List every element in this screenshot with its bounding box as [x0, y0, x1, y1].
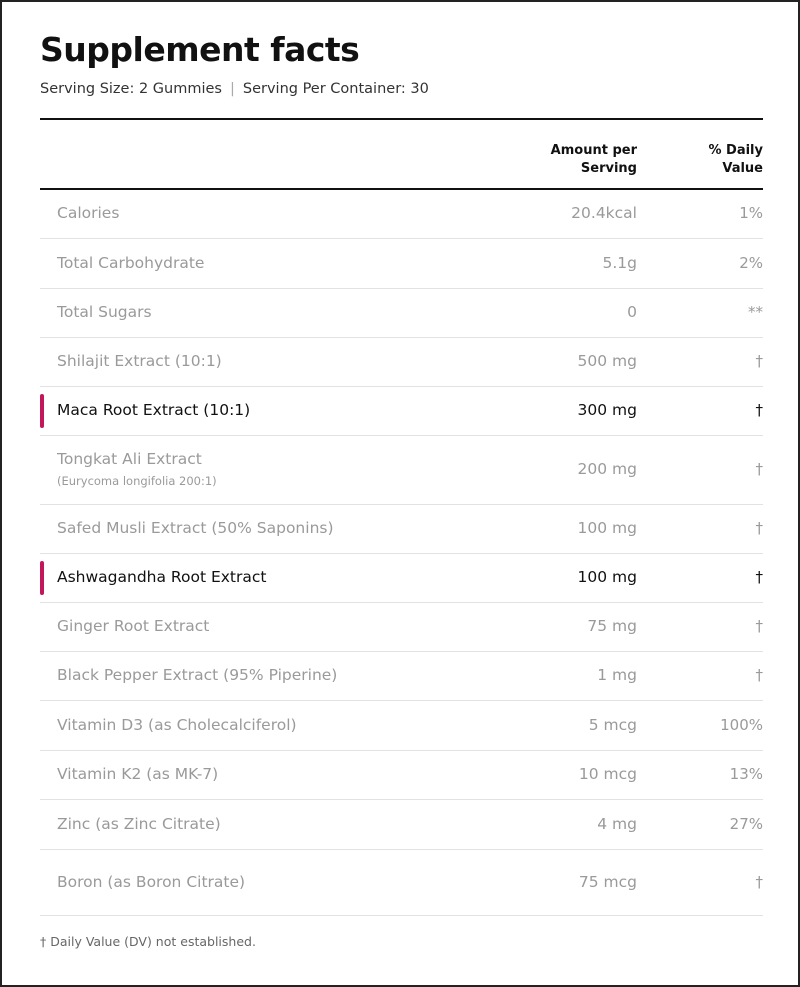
- nutrient-name: Vitamin D3 (as Cholecalciferol): [57, 716, 297, 734]
- nutrient-table: Calories 20.4kcal 1% Total Carbohydrate 5.1g…: [40, 190, 763, 916]
- daily-value: †: [755, 401, 764, 419]
- amount-per-serving: 75 mcg: [578, 873, 637, 891]
- table-row: Total Carbohydrate 5.1g 2%: [40, 239, 763, 289]
- highlight-marker: [40, 561, 44, 595]
- amount-per-serving: 5.1g: [602, 254, 638, 272]
- amount-per-serving: 100 mg: [577, 519, 637, 537]
- nutrient-name: Shilajit Extract (10:1): [57, 352, 222, 370]
- daily-value: †: [755, 873, 764, 891]
- amount-per-serving: 300 mg: [577, 401, 637, 419]
- nutrient-name: Black Pepper Extract (95% Piperine): [57, 666, 338, 684]
- amount-column-header: Amount per Serving: [527, 142, 637, 178]
- top-rule: [40, 118, 763, 120]
- serving-info: Serving Size: 2 Gummies | Serving Per Cont…: [40, 81, 429, 97]
- daily-value: 1%: [739, 204, 763, 222]
- table-row: Vitamin D3 (as Cholecalciferol) 5 mcg 100%: [40, 701, 763, 751]
- nutrient-name: Total Carbohydrate: [57, 254, 205, 272]
- amount-per-serving: 200 mg: [577, 460, 637, 478]
- nutrient-name: Safed Musli Extract (50% Saponins): [57, 519, 334, 537]
- nutrient-name: Tongkat Ali Extract: [57, 450, 202, 468]
- amount-header-line2: Serving: [580, 161, 637, 176]
- table-row: Shilajit Extract (10:1) 500 mg †: [40, 338, 763, 387]
- daily-value: †: [755, 568, 764, 586]
- daily-value: 2%: [739, 254, 763, 272]
- daily-value: †: [755, 617, 764, 635]
- daily-value: †: [755, 460, 764, 478]
- nutrient-subtitle: (Eurycoma longifolia 200:1): [57, 474, 217, 488]
- daily-value: 27%: [729, 815, 763, 833]
- amount-per-serving: 1 mg: [597, 666, 637, 684]
- nutrient-name: Ashwagandha Root Extract: [57, 568, 267, 586]
- servings-per-container: Serving Per Container: 30: [242, 81, 429, 97]
- daily-value: †: [755, 352, 764, 370]
- table-row: Black Pepper Extract (95% Piperine) 1 mg †: [40, 652, 763, 701]
- highlight-marker: [40, 394, 44, 428]
- table-row: Vitamin K2 (as MK-7) 10 mcg 13%: [40, 751, 763, 800]
- amount-per-serving: 20.4kcal: [571, 204, 637, 222]
- daily-value: †: [755, 519, 764, 537]
- nutrient-name: Total Sugars: [57, 303, 152, 321]
- table-row: Safed Musli Extract (50% Saponins) 100 mg…: [40, 505, 763, 554]
- serving-size: Serving Size: 2 Gummies: [40, 81, 222, 97]
- amount-header-line1: Amount per: [550, 143, 637, 158]
- nutrient-name: Calories: [57, 204, 120, 222]
- nutrient-name: Maca Root Extract (10:1): [57, 401, 251, 419]
- table-row: Ginger Root Extract 75 mg †: [40, 603, 763, 652]
- daily-value: †: [755, 666, 764, 684]
- header-rule: [40, 188, 763, 190]
- amount-per-serving: 500 mg: [577, 352, 637, 370]
- daily-value-column-header: % Daily Value: [683, 142, 763, 178]
- page-title: Supplement facts: [40, 30, 360, 69]
- serving-separator: |: [229, 81, 235, 97]
- table-row: Ashwagandha Root Extract 100 mg †: [40, 554, 763, 603]
- daily-value: 13%: [729, 765, 763, 783]
- dv-header-line2: Value: [722, 161, 763, 176]
- amount-per-serving: 4 mg: [597, 815, 637, 833]
- footnote: † Daily Value (DV) not established.: [40, 934, 256, 949]
- nutrient-name: Ginger Root Extract: [57, 617, 210, 635]
- table-row: Boron (as Boron Citrate) 75 mcg †: [40, 850, 763, 916]
- table-row: Total Sugars 0 **: [40, 289, 763, 338]
- table-row: Tongkat Ali Extract (Eurycoma longifolia …: [40, 436, 763, 505]
- daily-value: **: [748, 303, 763, 321]
- amount-per-serving: 10 mcg: [578, 765, 637, 783]
- nutrient-name: Boron (as Boron Citrate): [57, 873, 246, 891]
- daily-value: 100%: [720, 716, 763, 734]
- table-row: Zinc (as Zinc Citrate) 4 mg 27%: [40, 800, 763, 850]
- amount-per-serving: 100 mg: [577, 568, 637, 586]
- table-row: Maca Root Extract (10:1) 300 mg †: [40, 387, 763, 436]
- dv-header-line1: % Daily: [708, 143, 763, 158]
- table-row: Calories 20.4kcal 1%: [40, 190, 763, 239]
- amount-per-serving: 75 mg: [587, 617, 637, 635]
- nutrient-name: Zinc (as Zinc Citrate): [57, 815, 221, 833]
- amount-per-serving: 0: [627, 303, 637, 321]
- nutrient-name: Vitamin K2 (as MK-7): [57, 765, 219, 783]
- amount-per-serving: 5 mcg: [588, 716, 637, 734]
